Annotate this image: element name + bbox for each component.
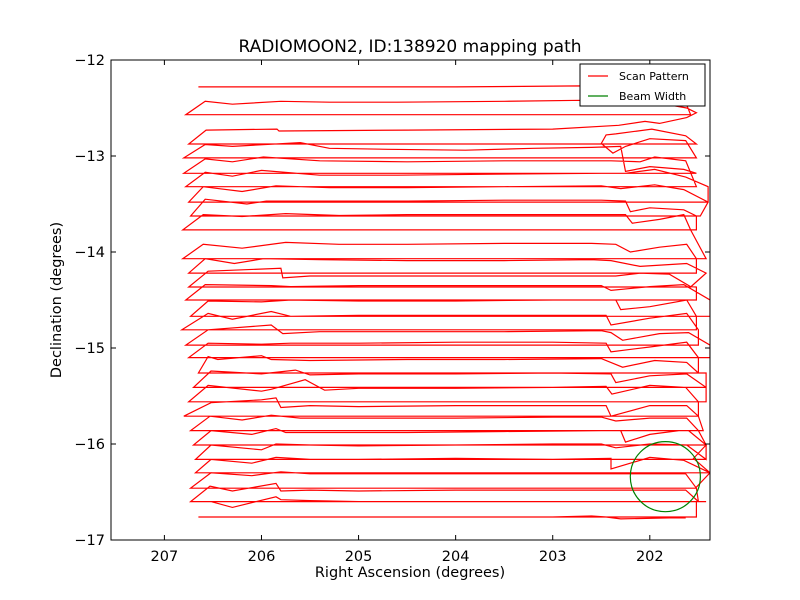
legend-label-beam-width: Beam Width bbox=[619, 90, 686, 103]
y-tick-label: −15 bbox=[74, 341, 105, 357]
plot-area bbox=[179, 85, 710, 520]
legend: Scan Pattern Beam Width bbox=[579, 63, 706, 107]
x-tick-label: 206 bbox=[248, 549, 276, 565]
x-axis: 207 206 205 204 203 202 bbox=[151, 60, 664, 565]
y-axis-label: Declination (degrees) bbox=[49, 222, 65, 378]
chart-title: RADIOMOON2, ID:138920 mapping path bbox=[238, 37, 581, 57]
x-axis-label: Right Ascension (degrees) bbox=[315, 565, 505, 581]
x-tick-label: 207 bbox=[151, 549, 179, 565]
y-tick-label: −16 bbox=[74, 437, 105, 453]
x-tick-label: 204 bbox=[442, 549, 470, 565]
x-tick-label: 205 bbox=[345, 549, 373, 565]
y-tick-label: −13 bbox=[74, 149, 105, 165]
y-axis: −12 −13 −14 −15 −16 −17 bbox=[74, 53, 710, 549]
plot-frame bbox=[110, 59, 711, 541]
y-tick-label: −12 bbox=[74, 53, 105, 69]
y-tick-label: −17 bbox=[74, 533, 105, 549]
y-tick-label: −14 bbox=[74, 245, 105, 261]
x-tick-label: 203 bbox=[539, 549, 567, 565]
scan-pattern-line bbox=[179, 85, 710, 520]
legend-box bbox=[579, 63, 706, 107]
beam-width-circle bbox=[629, 441, 701, 513]
x-tick-label: 202 bbox=[636, 549, 664, 565]
legend-label-scan-pattern: Scan Pattern bbox=[619, 70, 689, 83]
